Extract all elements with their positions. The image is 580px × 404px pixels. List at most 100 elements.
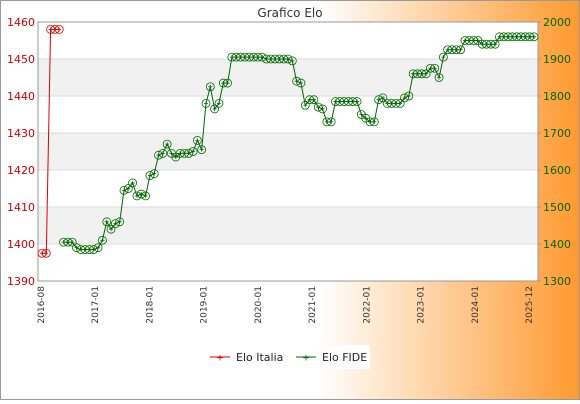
x-tick-label: 2021-01	[308, 286, 318, 324]
legend-marker-elo-italia: +	[216, 354, 224, 364]
left-axis: 1390 1400 1410 1420 1430 1440 1450 1460	[7, 16, 35, 288]
data-point-cross-elo-fide	[372, 119, 377, 124]
data-point-cross-elo-fide	[104, 219, 109, 224]
data-point-cross-elo-fide	[70, 240, 75, 245]
data-point-elo-fide	[438, 52, 448, 62]
x-tick-label: 2023-01	[417, 286, 427, 324]
x-tick-label: 2025-12	[525, 286, 535, 324]
data-point-elo-fide	[102, 217, 112, 227]
plot-band	[38, 96, 538, 133]
data-point-cross-elo-fide	[208, 84, 213, 89]
x-tick-label: 2018-01	[145, 286, 155, 324]
data-point-elo-fide	[430, 63, 440, 73]
right-tick-label: 1900	[543, 53, 571, 66]
right-axis: 1300 1400 1500 1600 1700 1800 1900 2000	[538, 16, 571, 288]
data-point-elo-fide	[404, 91, 414, 101]
data-point-cross-elo-fide	[475, 38, 480, 43]
data-point-elo-fide	[162, 139, 172, 149]
plot-band	[38, 170, 538, 207]
data-point-cross-elo-fide	[216, 101, 221, 106]
data-point-cross-elo-fide	[298, 81, 303, 86]
data-point-elo-fide	[214, 99, 224, 108]
right-tick-label: 1400	[543, 238, 571, 251]
data-point-cross-elo-fide	[109, 227, 114, 232]
data-point-cross-elo-fide	[173, 155, 178, 160]
data-point-cross-elo-fide	[458, 47, 463, 52]
data-point-elo-fide	[201, 99, 211, 108]
data-point-cross-elo-fide	[532, 34, 536, 39]
data-point-cross-elo-fide	[195, 138, 200, 143]
data-point-cross-elo-fide	[290, 58, 295, 63]
x-tick-label: 2017-01	[91, 286, 101, 324]
data-point-cross-elo-fide	[432, 66, 437, 71]
data-point-cross-elo-fide	[96, 245, 101, 250]
data-point-elo-fide	[93, 243, 103, 253]
data-point-elo-fide	[115, 217, 125, 227]
data-point-elo-italia	[54, 24, 64, 34]
x-tick-label: 2022-01	[362, 286, 372, 324]
data-point-cross-elo-fide	[398, 101, 403, 106]
data-point-elo-fide	[352, 97, 362, 106]
left-tick-label: 1400	[7, 238, 35, 251]
legend-label-elo-fide: Elo FIDE	[322, 351, 367, 364]
data-point-elo-italia	[41, 248, 51, 258]
data-point-cross-elo-fide	[169, 151, 174, 156]
x-tick-label: 2016-08	[37, 286, 47, 324]
plot-band	[38, 59, 538, 96]
legend-label-elo-italia: Elo Italia	[236, 351, 283, 364]
data-point-elo-fide	[106, 224, 116, 234]
x-tick-label: 2024-01	[471, 286, 481, 324]
data-point-elo-fide	[223, 78, 232, 88]
data-point-elo-fide	[197, 145, 207, 155]
right-tick-label: 2000	[543, 16, 571, 29]
data-point-elo-fide	[369, 117, 379, 127]
data-point-cross-elo-fide	[191, 149, 196, 154]
data-point-elo-fide	[326, 117, 336, 127]
data-point-cross-elo-fide	[160, 151, 165, 156]
legend-marker-elo-fide: +	[302, 354, 310, 364]
data-point-cross-elo-fide	[165, 142, 170, 147]
data-point-elo-fide	[421, 69, 431, 79]
data-point-cross-elo-fide	[441, 55, 446, 60]
data-point-cross-elo-fide	[212, 106, 217, 111]
data-point-elo-fide	[296, 78, 306, 88]
data-point-cross-elo-fide	[130, 180, 135, 185]
data-point-elo-fide	[128, 178, 138, 188]
x-tick-label: 2019-01	[200, 286, 210, 324]
left-tick-label: 1410	[7, 201, 35, 214]
data-point-elo-fide	[529, 32, 539, 42]
left-tick-label: 1430	[7, 127, 35, 140]
data-point-elo-fide	[188, 147, 198, 156]
series-layer	[37, 24, 539, 258]
data-point-cross-elo-fide	[493, 42, 498, 47]
data-point-elo-fide	[192, 135, 202, 145]
data-point-cross-elo-fide	[204, 101, 208, 106]
data-point-cross-elo-fide	[359, 112, 364, 117]
data-point-cross-elo-fide	[199, 147, 204, 152]
data-point-elo-fide	[490, 39, 500, 49]
data-point-cross-elo-fide	[225, 81, 230, 86]
data-point-cross-elo-fide	[424, 71, 429, 76]
data-point-cross-elo-italia	[44, 251, 49, 256]
plot-band	[38, 133, 538, 170]
data-point-cross-elo-fide	[363, 116, 368, 121]
left-tick-label: 1460	[7, 16, 35, 29]
data-point-elo-fide	[210, 104, 220, 114]
data-point-elo-fide	[378, 93, 388, 103]
plot-band	[38, 244, 538, 281]
data-point-cross-elo-fide	[100, 238, 105, 243]
data-point-elo-fide	[300, 100, 310, 110]
left-tick-label: 1450	[7, 53, 35, 66]
data-point-elo-fide	[287, 56, 297, 66]
data-point-cross-elo-fide	[311, 97, 316, 102]
data-point-elo-fide	[309, 95, 319, 105]
data-point-cross-elo-fide	[320, 106, 325, 111]
left-tick-label: 1390	[7, 275, 35, 288]
left-tick-label: 1440	[7, 90, 35, 103]
x-axis: 2016-08 2017-01 2018-01 2019-01 2020-01 2021-…	[37, 286, 535, 324]
data-point-elo-fide	[395, 99, 405, 108]
data-point-cross-elo-fide	[437, 75, 442, 80]
data-point-cross-elo-fide	[126, 186, 131, 191]
